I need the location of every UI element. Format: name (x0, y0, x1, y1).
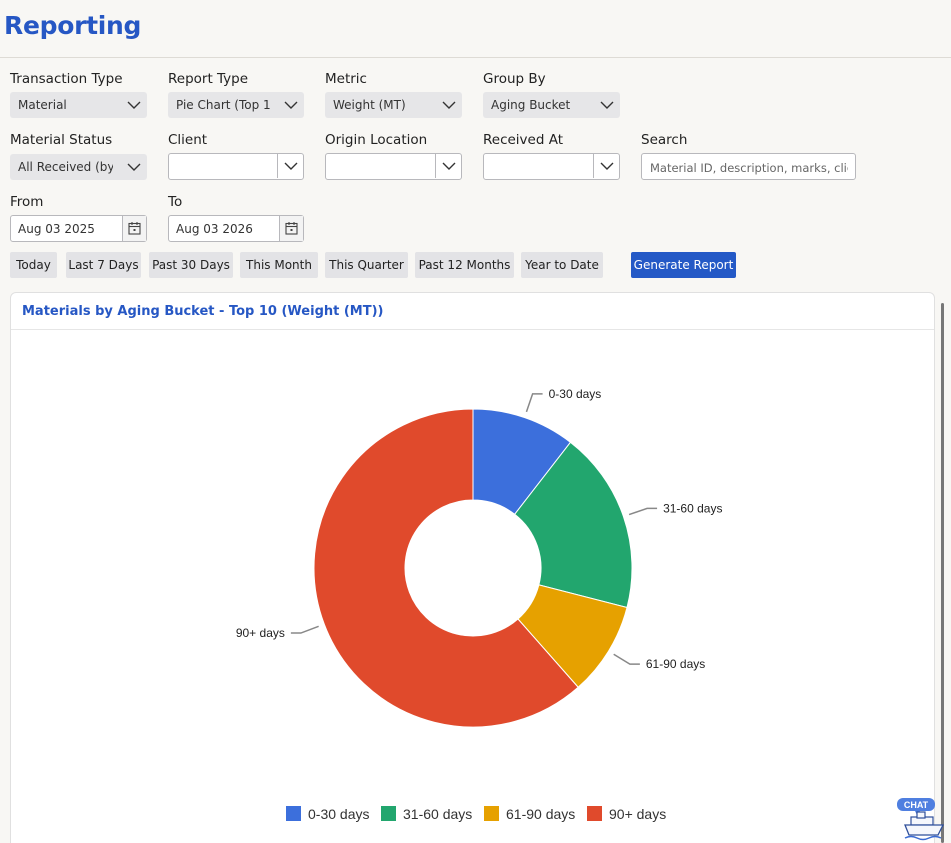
search-input[interactable]: Material ID, description, marks, clie... (641, 153, 856, 180)
chart-title: Materials by Aging Bucket - Top 10 (Weig… (22, 304, 384, 319)
origin-location-dropdown-toggle[interactable] (435, 154, 461, 178)
range-this-quarter-button[interactable]: This Quarter (325, 252, 408, 278)
chevron-down-icon (600, 162, 614, 170)
from-calendar-button[interactable] (122, 216, 146, 241)
calendar-icon (285, 222, 298, 235)
origin-location-select[interactable] (325, 153, 462, 180)
report-type-select[interactable]: Pie Chart (Top 10) (168, 92, 304, 118)
page-scrollbar[interactable] (941, 303, 944, 843)
client-dropdown-toggle[interactable] (277, 154, 303, 178)
legend-label[interactable]: 61-90 days (506, 806, 575, 822)
received-at-label: Received At (483, 132, 564, 148)
legend-label[interactable]: 31-60 days (403, 806, 472, 822)
slice-label: 0-30 days (549, 387, 602, 401)
legend-swatch[interactable] (286, 806, 301, 821)
group-by-select[interactable]: Aging Bucket (483, 92, 620, 118)
slice-31-60-days[interactable] (513, 441, 633, 609)
chart-card: Materials by Aging Bucket - Top 10 (Weig… (10, 292, 935, 843)
from-date-input[interactable]: Aug 03 2025 (10, 215, 147, 242)
search-label: Search (641, 132, 688, 148)
slice-90-days[interactable] (313, 408, 579, 728)
chat-widget-button[interactable]: CHAT (893, 797, 951, 843)
chevron-down-icon (127, 101, 141, 109)
chevron-down-icon (442, 162, 456, 170)
search-placeholder: Material ID, description, marks, clie... (650, 161, 848, 175)
received-at-dropdown-toggle[interactable] (593, 154, 619, 178)
calendar-icon (128, 222, 141, 235)
legend-swatch[interactable] (381, 806, 396, 821)
chevron-down-icon (442, 101, 456, 109)
slice-label: 90+ days (236, 626, 285, 640)
legend-label[interactable]: 90+ days (609, 806, 666, 822)
range-past-12-months-button[interactable]: Past 12 Months (415, 252, 514, 278)
group-by-value: Aging Bucket (491, 98, 571, 112)
client-label: Client (168, 132, 208, 148)
legend-swatch[interactable] (587, 806, 602, 821)
ship-chat-icon: CHAT (897, 798, 945, 841)
transaction-type-select[interactable]: Material (10, 92, 147, 118)
chart-card-header: Materials by Aging Bucket - Top 10 (Weig… (11, 293, 934, 330)
legend-swatch[interactable] (484, 806, 499, 821)
leader-line (290, 625, 319, 634)
to-calendar-button[interactable] (279, 216, 303, 241)
to-label: To (168, 194, 183, 210)
chevron-down-icon (600, 101, 614, 109)
chevron-down-icon (284, 101, 298, 109)
metric-select[interactable]: Weight (MT) (325, 92, 462, 118)
range-year-to-date-button[interactable]: Year to Date (521, 252, 603, 278)
header-divider (0, 57, 951, 58)
origin-location-label: Origin Location (325, 132, 428, 148)
client-select[interactable] (168, 153, 304, 180)
leader-line (628, 507, 658, 516)
range-this-month-button[interactable]: This Month (240, 252, 318, 278)
material-status-select[interactable]: All Received (by... (10, 154, 147, 180)
received-at-select[interactable] (483, 153, 620, 180)
to-date-input[interactable]: Aug 03 2026 (168, 215, 304, 242)
transaction-type-value: Material (18, 98, 67, 112)
range-today-button[interactable]: Today (10, 252, 57, 278)
from-date-value: Aug 03 2025 (18, 222, 95, 236)
report-type-value: Pie Chart (Top 10) (176, 98, 271, 112)
leader-line (525, 393, 543, 413)
from-label: From (10, 194, 44, 210)
slice-label: 31-60 days (663, 501, 722, 515)
slice-label: 61-90 days (646, 657, 705, 671)
metric-label: Metric (325, 71, 367, 87)
chevron-down-icon (127, 163, 141, 171)
page-title: Reporting (4, 11, 142, 40)
material-status-value: All Received (by... (18, 160, 113, 174)
group-by-label: Group By (483, 71, 546, 87)
chat-label: CHAT (904, 800, 929, 810)
to-date-value: Aug 03 2026 (176, 222, 253, 236)
legend-label[interactable]: 0-30 days (308, 806, 369, 822)
generate-report-button[interactable]: Generate Report (631, 252, 736, 278)
report-type-label: Report Type (168, 71, 249, 87)
material-status-label: Material Status (10, 132, 113, 148)
range-past-30-days-button[interactable]: Past 30 Days (149, 252, 233, 278)
leader-line (613, 653, 640, 665)
transaction-type-label: Transaction Type (10, 71, 123, 87)
metric-value: Weight (MT) (333, 98, 406, 112)
range-last-7-days-button[interactable]: Last 7 Days (66, 252, 141, 278)
chevron-down-icon (284, 162, 298, 170)
